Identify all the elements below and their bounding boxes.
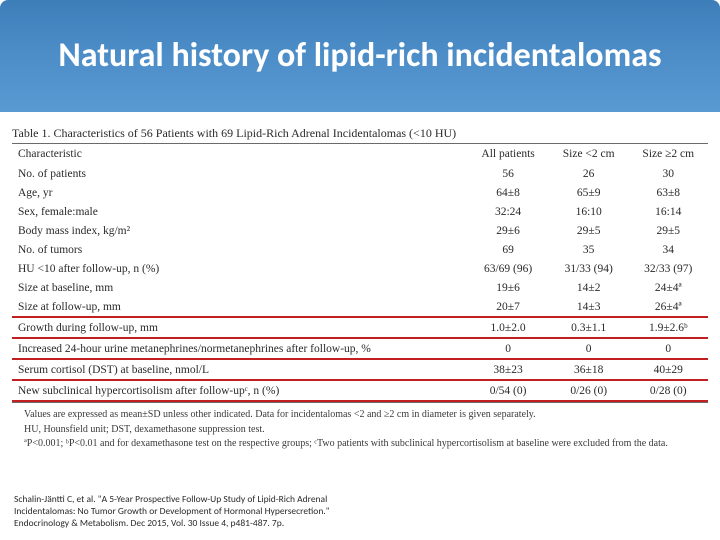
col-header: Size ≥2 cm xyxy=(629,144,708,164)
table-row: HU <10 after follow-up, n (%)63/69 (96)3… xyxy=(12,259,708,278)
table-cell: 14±2 xyxy=(549,278,629,297)
table-cell: 0 xyxy=(629,338,708,359)
table-cell: 24±4ª xyxy=(629,278,708,297)
table-cell: 35 xyxy=(549,240,629,259)
table-cell: 0.3±1.1 xyxy=(549,317,629,338)
table-row: No. of patients562630 xyxy=(12,164,708,183)
table-row: Size at baseline, mm19±614±224±4ª xyxy=(12,278,708,297)
table-cell: 16:14 xyxy=(629,202,708,221)
slide: Natural history of lipid-rich incidental… xyxy=(0,0,720,540)
table-cell: 64±8 xyxy=(467,183,549,202)
footnote-line: Values are expressed as mean±SD unless o… xyxy=(24,408,696,422)
table-cell: 1.9±2.6ᵇ xyxy=(629,317,708,338)
table-cell: Age, yr xyxy=(12,183,467,202)
table-cell: 34 xyxy=(629,240,708,259)
col-header: Characteristic xyxy=(12,144,467,164)
data-table: Characteristic All patients Size <2 cm S… xyxy=(12,144,708,402)
table-cell: 65±9 xyxy=(549,183,629,202)
table-cell: Growth during follow-up, mm xyxy=(12,317,467,338)
table-cell: 40±29 xyxy=(629,359,708,380)
table-cell: New subclinical hypercortisolism after f… xyxy=(12,380,467,401)
slide-title: Natural history of lipid-rich incidental… xyxy=(58,36,661,75)
table-cell: 26±4ª xyxy=(629,297,708,317)
table-cell: 63±8 xyxy=(629,183,708,202)
footnote-line: HU, Hounsfield unit; DST, dexamethasone … xyxy=(24,423,696,437)
table-row: Sex, female:male32:2416:1016:14 xyxy=(12,202,708,221)
table-row: Serum cortisol (DST) at baseline, nmol/L… xyxy=(12,359,708,380)
table-cell: 0/26 (0) xyxy=(549,380,629,401)
title-band: Natural history of lipid-rich incidental… xyxy=(0,0,720,112)
table-cell: Body mass index, kg/m² xyxy=(12,221,467,240)
col-header: Size <2 cm xyxy=(549,144,629,164)
col-header: All patients xyxy=(467,144,549,164)
table-container: Table 1. Characteristics of 56 Patients … xyxy=(0,112,720,451)
table-cell: 14±3 xyxy=(549,297,629,317)
table-cell: Size at follow-up, mm xyxy=(12,297,467,317)
footnote-line: ªP<0.001; ᵇP<0.01 and for dexamethasone … xyxy=(24,437,696,451)
table-cell: Serum cortisol (DST) at baseline, nmol/L xyxy=(12,359,467,380)
table-body: No. of patients562630Age, yr64±865±963±8… xyxy=(12,164,708,401)
table-cell: 19±6 xyxy=(467,278,549,297)
table-cell: 0 xyxy=(467,338,549,359)
table-cell: No. of patients xyxy=(12,164,467,183)
table-cell: 29±6 xyxy=(467,221,549,240)
table-row: New subclinical hypercortisolism after f… xyxy=(12,380,708,401)
table-cell: 63/69 (96) xyxy=(467,259,549,278)
table-cell: Sex, female:male xyxy=(12,202,467,221)
table-footnotes: Values are expressed as mean±SD unless o… xyxy=(12,403,708,451)
table-cell: 1.0±2.0 xyxy=(467,317,549,338)
table-cell: 20±7 xyxy=(467,297,549,317)
table-cell: 0 xyxy=(549,338,629,359)
table-cell: 56 xyxy=(467,164,549,183)
table-row: Growth during follow-up, mm1.0±2.00.3±1.… xyxy=(12,317,708,338)
table-cell: 0/28 (0) xyxy=(629,380,708,401)
table-row: No. of tumors693534 xyxy=(12,240,708,259)
table-cell: 16:10 xyxy=(549,202,629,221)
table-row: Body mass index, kg/m²29±629±529±5 xyxy=(12,221,708,240)
table-cell: 0/54 (0) xyxy=(467,380,549,401)
table-row: Age, yr64±865±963±8 xyxy=(12,183,708,202)
table-row: Increased 24-hour urine metanephrines/no… xyxy=(12,338,708,359)
table-cell: 31/33 (94) xyxy=(549,259,629,278)
table-cell: 38±23 xyxy=(467,359,549,380)
table-cell: Size at baseline, mm xyxy=(12,278,467,297)
table-cell: 69 xyxy=(467,240,549,259)
table-cell: 32/33 (97) xyxy=(629,259,708,278)
citation: Schalin-Jäntti C, et al. "A 5-Year Prosp… xyxy=(14,494,374,530)
table-cell: No. of tumors xyxy=(12,240,467,259)
table-cell: 30 xyxy=(629,164,708,183)
table-cell: 36±18 xyxy=(549,359,629,380)
table-cell: 29±5 xyxy=(549,221,629,240)
table-cell: Increased 24-hour urine metanephrines/no… xyxy=(12,338,467,359)
table-cell: 29±5 xyxy=(629,221,708,240)
table-row: Size at follow-up, mm20±714±326±4ª xyxy=(12,297,708,317)
table-cell: 26 xyxy=(549,164,629,183)
table-caption: Table 1. Characteristics of 56 Patients … xyxy=(12,122,708,143)
table-head: Characteristic All patients Size <2 cm S… xyxy=(12,144,708,164)
table-cell: HU <10 after follow-up, n (%) xyxy=(12,259,467,278)
table-cell: 32:24 xyxy=(467,202,549,221)
